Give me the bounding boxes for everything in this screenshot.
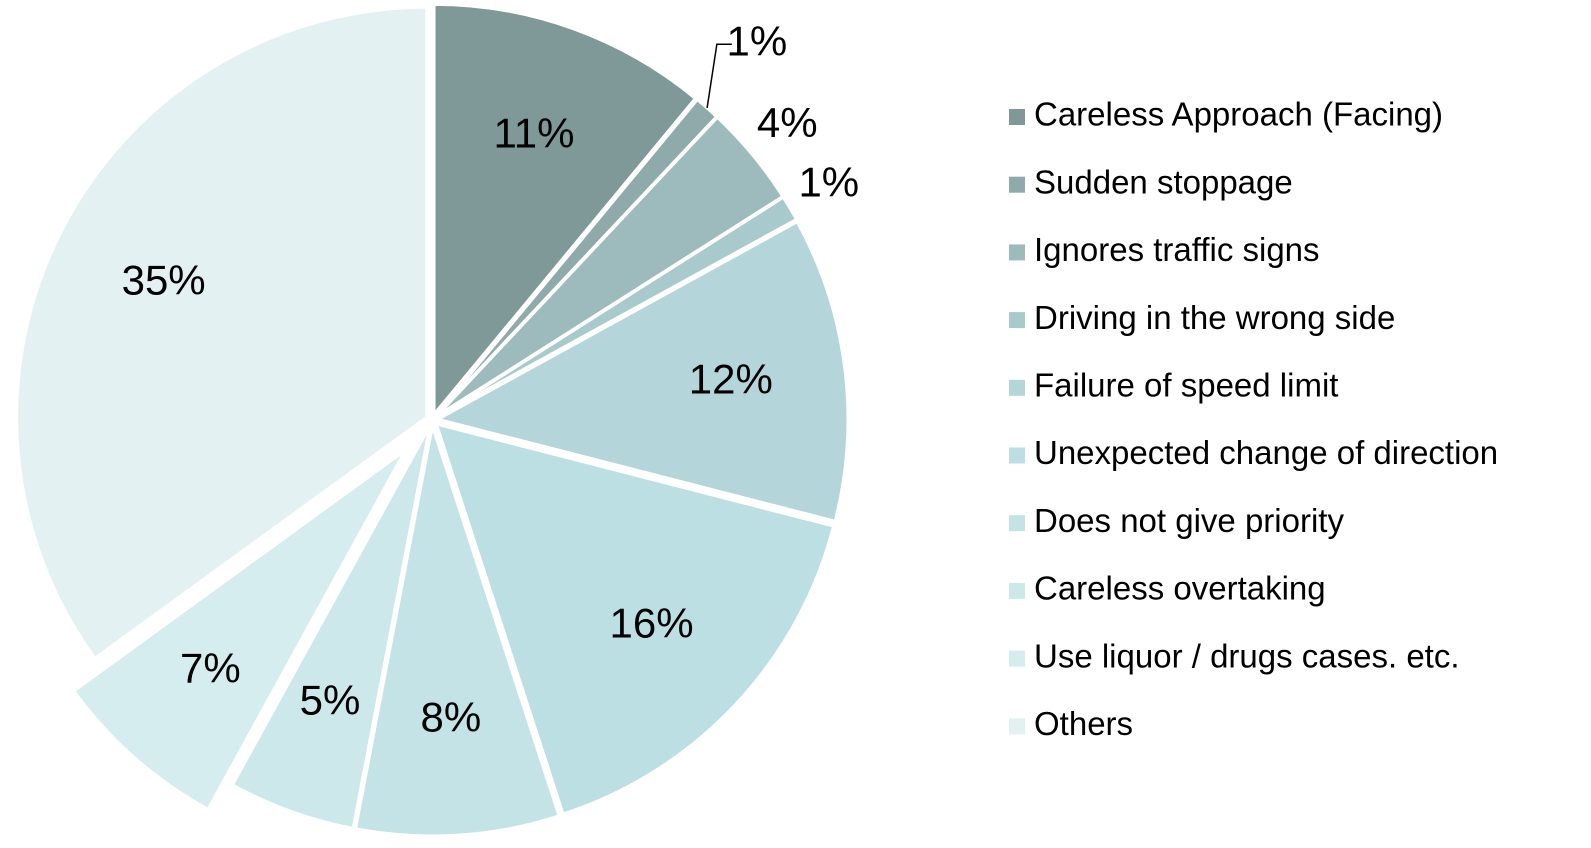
legend-label: Ignores traffic signs <box>1034 231 1320 268</box>
legend-label: Does not give priority <box>1034 502 1344 539</box>
pie-slice <box>71 448 407 812</box>
legend-label: Careless overtaking <box>1034 570 1326 607</box>
pie-slice <box>15 5 429 661</box>
data-label: 12% <box>689 355 773 402</box>
legend-label: Unexpected change of direction <box>1034 434 1498 471</box>
leader-line <box>706 43 732 109</box>
data-label: 11% <box>494 110 575 157</box>
legend-swatch <box>1009 447 1025 464</box>
legend-swatch <box>1009 718 1025 735</box>
legend-swatch <box>1009 109 1025 125</box>
data-label: 1% <box>727 17 788 64</box>
data-label: 8% <box>421 694 482 741</box>
pie-slice <box>436 195 799 419</box>
pie-slice <box>353 425 561 838</box>
legend-swatch <box>1009 650 1025 667</box>
data-label: 1% <box>798 158 859 205</box>
legend-swatch <box>1009 582 1025 599</box>
data-label: 4% <box>757 99 818 146</box>
legend-swatch <box>1009 515 1025 532</box>
data-label: 7% <box>180 645 241 692</box>
legend-label: Sudden stoppage <box>1034 163 1293 200</box>
legend-swatch <box>1009 379 1025 396</box>
pie-slice <box>434 421 836 816</box>
data-label: 16% <box>610 599 694 646</box>
pie-slice <box>432 2 698 419</box>
pie-slice <box>433 219 850 524</box>
legend-label: Careless Approach (Facing) <box>1034 96 1443 133</box>
legend-swatch <box>1009 176 1025 193</box>
legend-swatch <box>1009 244 1025 261</box>
legend-label: Use liquor / drugs cases. etc. <box>1034 637 1460 674</box>
legend-swatch <box>1009 312 1025 329</box>
data-label: 5% <box>300 676 361 723</box>
legend-label: Driving in the wrong side <box>1034 299 1395 336</box>
legend-label: Others <box>1034 705 1133 742</box>
data-label: 35% <box>122 256 206 303</box>
legend-label: Failure of speed limit <box>1034 367 1338 404</box>
pie-slice <box>230 424 432 831</box>
